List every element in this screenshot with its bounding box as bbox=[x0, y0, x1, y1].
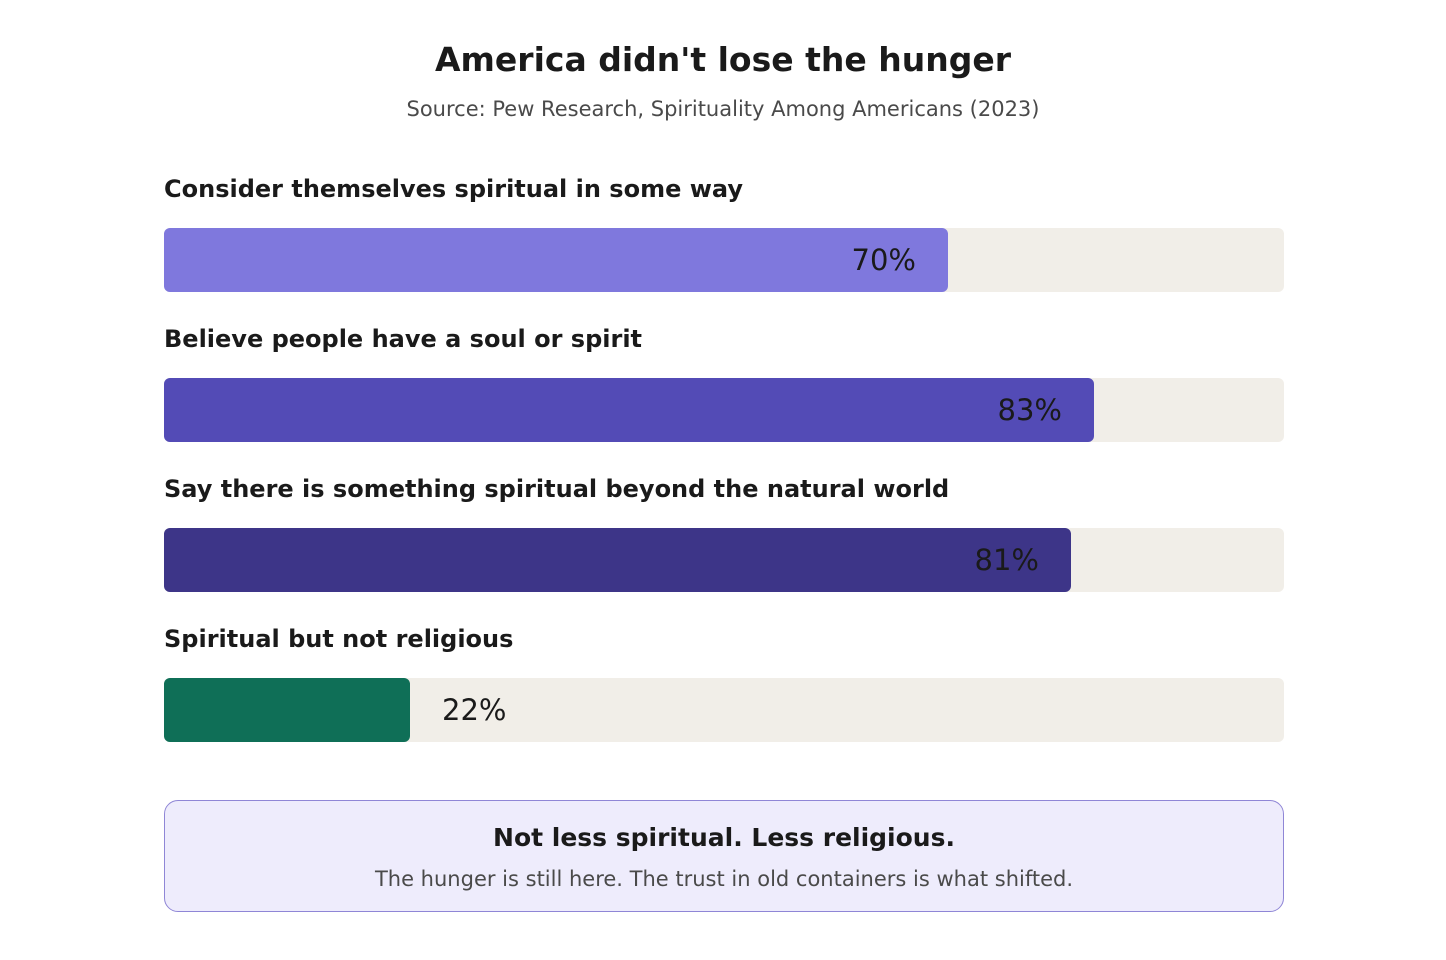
bar-track: 22% bbox=[164, 678, 1284, 742]
bar bbox=[164, 378, 1094, 442]
bar-row: Consider themselves spiritual in some wa… bbox=[164, 170, 1284, 320]
bar-category-label: Say there is something spiritual beyond … bbox=[164, 475, 950, 503]
callout-box: Not less spiritual. Less religious. The … bbox=[164, 800, 1284, 912]
bar-value-label: 81% bbox=[974, 543, 1039, 577]
chart-subtitle: Source: Pew Research, Spirituality Among… bbox=[406, 97, 1040, 121]
bar-value-label: 83% bbox=[997, 393, 1062, 427]
bar-chart: Consider themselves spiritual in some wa… bbox=[164, 170, 1284, 770]
bar-track: 70% bbox=[164, 228, 1284, 292]
bar-track: 83% bbox=[164, 378, 1284, 442]
bar-track: 81% bbox=[164, 528, 1284, 592]
bar-row: Believe people have a soul or spirit 83% bbox=[164, 320, 1284, 470]
bar-row: Say there is something spiritual beyond … bbox=[164, 470, 1284, 620]
bar-value-label: 70% bbox=[851, 243, 916, 277]
callout-text: The hunger is still here. The trust in o… bbox=[374, 867, 1074, 891]
bar-category-label: Believe people have a soul or spirit bbox=[164, 325, 643, 353]
bar bbox=[164, 228, 948, 292]
bar-category-label: Spiritual but not religious bbox=[164, 625, 514, 653]
chart-title: America didn't lose the hunger bbox=[434, 40, 1012, 79]
bar bbox=[164, 678, 410, 742]
bar-row: Spiritual but not religious 22% bbox=[164, 620, 1284, 770]
bar bbox=[164, 528, 1071, 592]
bar-category-label: Consider themselves spiritual in some wa… bbox=[164, 175, 743, 203]
callout-title: Not less spiritual. Less religious. bbox=[493, 823, 955, 852]
bar-value-label: 22% bbox=[442, 693, 507, 727]
